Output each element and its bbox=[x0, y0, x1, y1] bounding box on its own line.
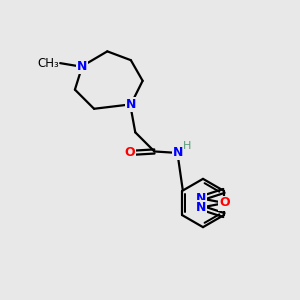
Text: N: N bbox=[196, 192, 206, 205]
Text: CH₃: CH₃ bbox=[37, 57, 59, 70]
Text: N: N bbox=[196, 201, 206, 214]
Text: N: N bbox=[173, 146, 183, 159]
Text: H: H bbox=[183, 142, 191, 152]
Text: O: O bbox=[219, 196, 230, 209]
Text: H: H bbox=[183, 142, 191, 152]
Text: N: N bbox=[126, 98, 136, 111]
Text: N: N bbox=[173, 146, 183, 159]
Text: O: O bbox=[124, 146, 135, 159]
Text: N: N bbox=[77, 60, 88, 73]
